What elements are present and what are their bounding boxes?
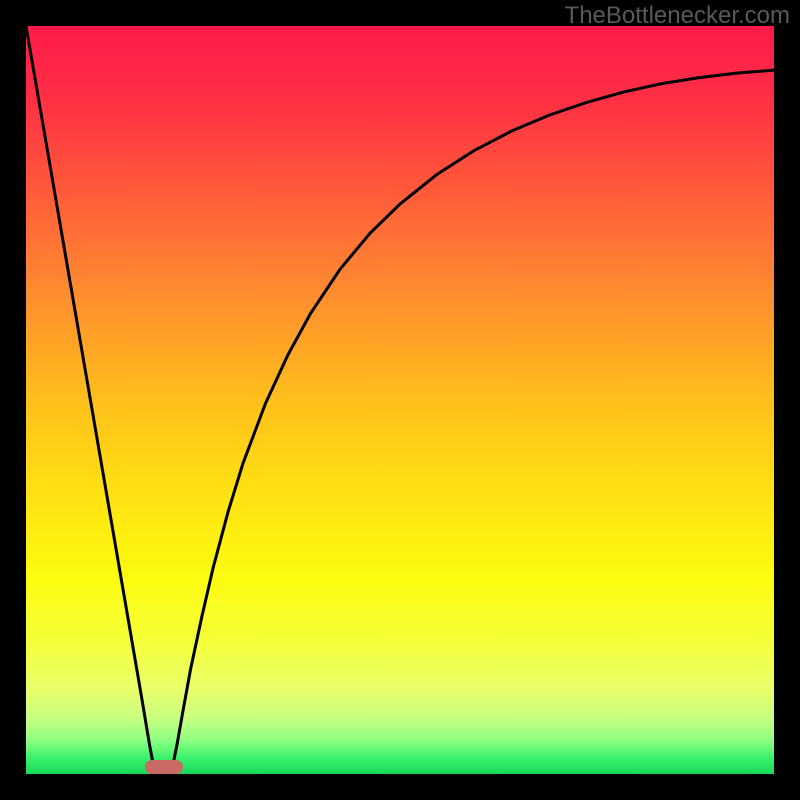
bottleneck-curve — [26, 26, 774, 774]
watermark-text: TheBottlenecker.com — [565, 2, 790, 29]
plot-area — [26, 26, 774, 774]
optimal-marker — [145, 760, 183, 774]
bottleneck-chart: TheBottlenecker.com — [0, 0, 800, 800]
watermark-label: TheBottlenecker.com — [565, 2, 790, 30]
